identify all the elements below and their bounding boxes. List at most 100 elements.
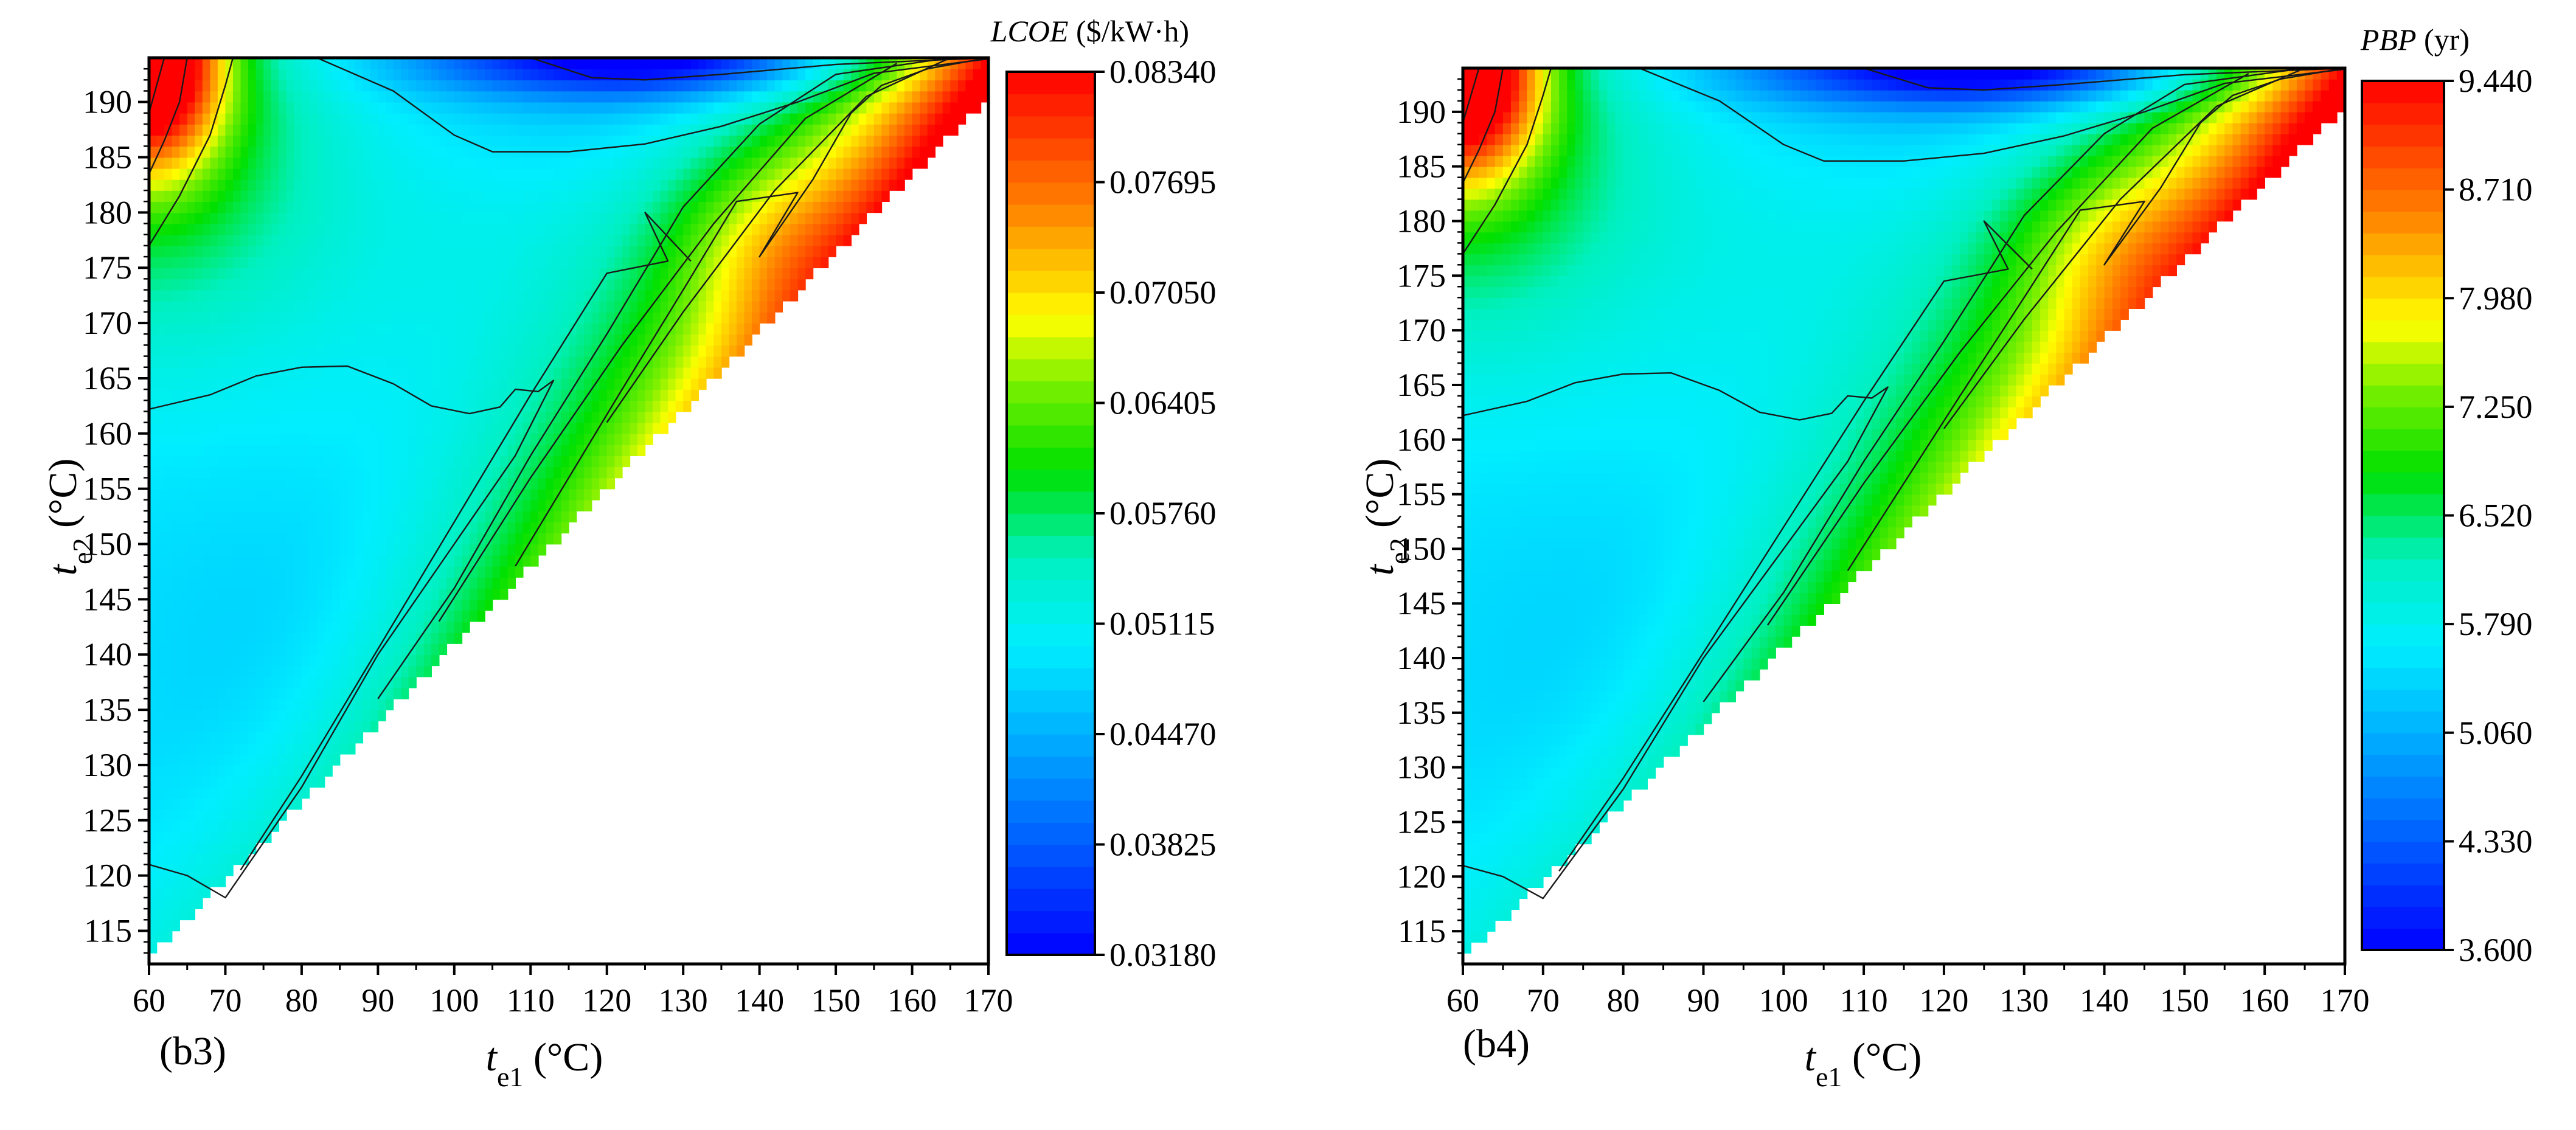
field-cell	[492, 157, 501, 169]
field-cell	[233, 798, 241, 810]
field-cell	[576, 334, 585, 346]
field-cell	[355, 245, 364, 257]
field-cell	[866, 124, 875, 136]
field-cell	[149, 279, 158, 291]
field-cell	[622, 124, 631, 136]
field-cell	[569, 334, 577, 346]
field-cell	[698, 201, 707, 213]
field-cell	[217, 566, 226, 578]
field-cell	[263, 190, 272, 203]
field-cell	[423, 654, 432, 667]
field-cell	[309, 456, 318, 468]
field-cell	[446, 488, 455, 501]
field-cell	[195, 632, 203, 644]
field-cell	[462, 279, 470, 291]
field-cell	[653, 201, 661, 213]
field-cell	[317, 367, 325, 379]
field-cell	[240, 80, 249, 92]
field-cell	[416, 58, 425, 69]
field-cell	[202, 91, 211, 103]
field-cell	[324, 555, 333, 567]
field-cell	[363, 544, 371, 556]
field-cell	[981, 58, 989, 69]
field-cell	[164, 853, 173, 865]
field-cell	[263, 665, 272, 678]
field-cell	[462, 488, 470, 501]
field-cell	[767, 201, 776, 213]
field-cell	[1471, 789, 1480, 801]
field-cell	[622, 58, 631, 69]
field-cell	[683, 234, 692, 246]
field-cell	[187, 234, 196, 246]
field-cell	[156, 643, 165, 656]
field-cell	[248, 223, 257, 235]
field-cell	[485, 245, 493, 257]
field-cell	[385, 212, 394, 224]
field-cell	[332, 80, 341, 92]
field-cell	[233, 477, 241, 490]
field-cell	[454, 499, 463, 511]
field-cell	[553, 511, 562, 522]
field-cell	[485, 201, 493, 213]
field-cell	[873, 168, 883, 180]
field-cell	[255, 577, 264, 589]
field-cell	[408, 289, 417, 302]
field-cell	[416, 201, 425, 213]
field-cell	[255, 367, 264, 379]
field-cell	[675, 146, 684, 158]
field-cell	[606, 135, 616, 147]
field-cell	[645, 234, 653, 246]
field-cell	[660, 289, 668, 302]
field-cell	[416, 433, 425, 445]
field-cell	[500, 488, 509, 501]
field-cell	[423, 157, 432, 169]
field-cell	[263, 820, 272, 832]
field-cell	[324, 422, 333, 434]
field-cell	[301, 311, 310, 324]
field-cell	[653, 400, 661, 412]
field-cell	[324, 223, 333, 235]
field-cell	[744, 234, 752, 246]
field-cell	[485, 113, 493, 125]
field-cell	[378, 632, 386, 644]
field-cell	[317, 654, 325, 667]
field-cell	[332, 588, 341, 600]
field-cell	[332, 456, 341, 468]
field-cell	[187, 124, 196, 136]
field-cell	[500, 444, 509, 456]
field-cell	[851, 157, 859, 169]
field-cell	[446, 201, 455, 213]
field-cell	[202, 245, 211, 257]
field-cell	[492, 179, 501, 191]
field-cell	[324, 69, 333, 81]
field-cell	[454, 223, 463, 235]
field-cell	[149, 599, 158, 611]
field-cell	[1463, 516, 1471, 528]
field-cell	[690, 69, 700, 81]
field-cell	[149, 58, 158, 69]
field-cell	[821, 190, 829, 203]
field-cell	[332, 135, 341, 147]
field-cell	[210, 456, 218, 468]
field-cell	[217, 201, 226, 213]
field-cell	[401, 179, 409, 191]
field-cell	[156, 676, 165, 688]
field-cell	[1471, 876, 1480, 889]
field-cell	[569, 268, 577, 280]
field-cell	[622, 400, 631, 412]
field-cell	[546, 268, 554, 280]
field-cell	[866, 157, 875, 169]
field-cell	[1463, 286, 1471, 299]
field-cell	[301, 201, 310, 213]
field-cell	[233, 300, 241, 313]
field-cell	[279, 764, 287, 777]
field-cell	[675, 135, 684, 147]
field-cell	[164, 80, 173, 92]
field-cell	[164, 897, 173, 909]
field-cell	[1463, 232, 1471, 244]
field-cell	[737, 58, 745, 69]
field-cell	[179, 499, 188, 511]
contour-lines	[148, 57, 989, 899]
field-cell	[630, 311, 638, 324]
x-tick-label: 130	[659, 982, 708, 1019]
